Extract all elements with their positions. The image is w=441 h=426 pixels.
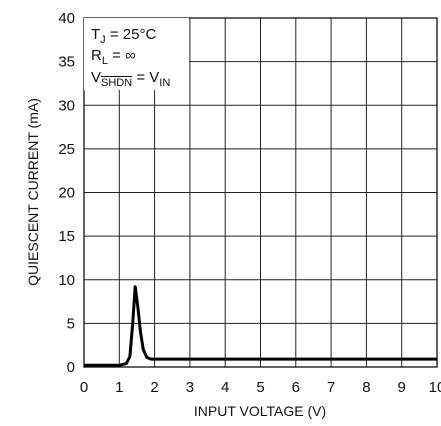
y-tick-label: 10 <box>58 272 75 289</box>
x-tick-label: 9 <box>398 379 406 396</box>
x-tick-label: 1 <box>115 379 123 396</box>
y-tick-label: 35 <box>58 54 75 71</box>
y-tick-label: 25 <box>58 141 75 158</box>
y-tick-label: 40 <box>58 10 75 27</box>
x-tick-label: 8 <box>362 379 370 396</box>
conditions-annotation: TJ = 25°C RL = ∞ VSHDN = VIN <box>91 26 170 89</box>
x-tick-label: 2 <box>150 379 158 396</box>
x-tick-label: 0 <box>80 379 88 396</box>
y-tick-label: 5 <box>67 315 75 332</box>
x-tick-label: 6 <box>292 379 300 396</box>
plot-frame <box>83 17 438 368</box>
y-axis-title: QUIESCENT CURRENT (mA) <box>25 98 41 286</box>
x-axis-title: INPUT VOLTAGE (V) <box>194 403 326 419</box>
annotation-rl: RL = ∞ <box>91 47 136 67</box>
data-line <box>84 285 437 367</box>
annotation-vshdn: VSHDN = VIN <box>91 69 170 89</box>
y-tick-label: 20 <box>58 185 75 202</box>
y-tick-label: 0 <box>67 359 75 376</box>
x-tick-labels: 0 1 2 3 4 5 6 7 8 9 10 <box>80 379 441 396</box>
annotation-tj: TJ = 25°C <box>91 26 156 46</box>
x-tick-label: 10 <box>429 379 441 396</box>
x-tick-label: 4 <box>221 379 229 396</box>
annotation-box <box>84 18 189 90</box>
x-tick-label: 7 <box>327 379 335 396</box>
x-tick-label: 5 <box>256 379 264 396</box>
y-tick-label: 15 <box>58 228 75 245</box>
y-tick-label: 30 <box>58 97 75 114</box>
x-tick-label: 3 <box>186 379 194 396</box>
y-tick-labels: 0 5 10 15 20 25 30 35 40 <box>58 10 75 376</box>
